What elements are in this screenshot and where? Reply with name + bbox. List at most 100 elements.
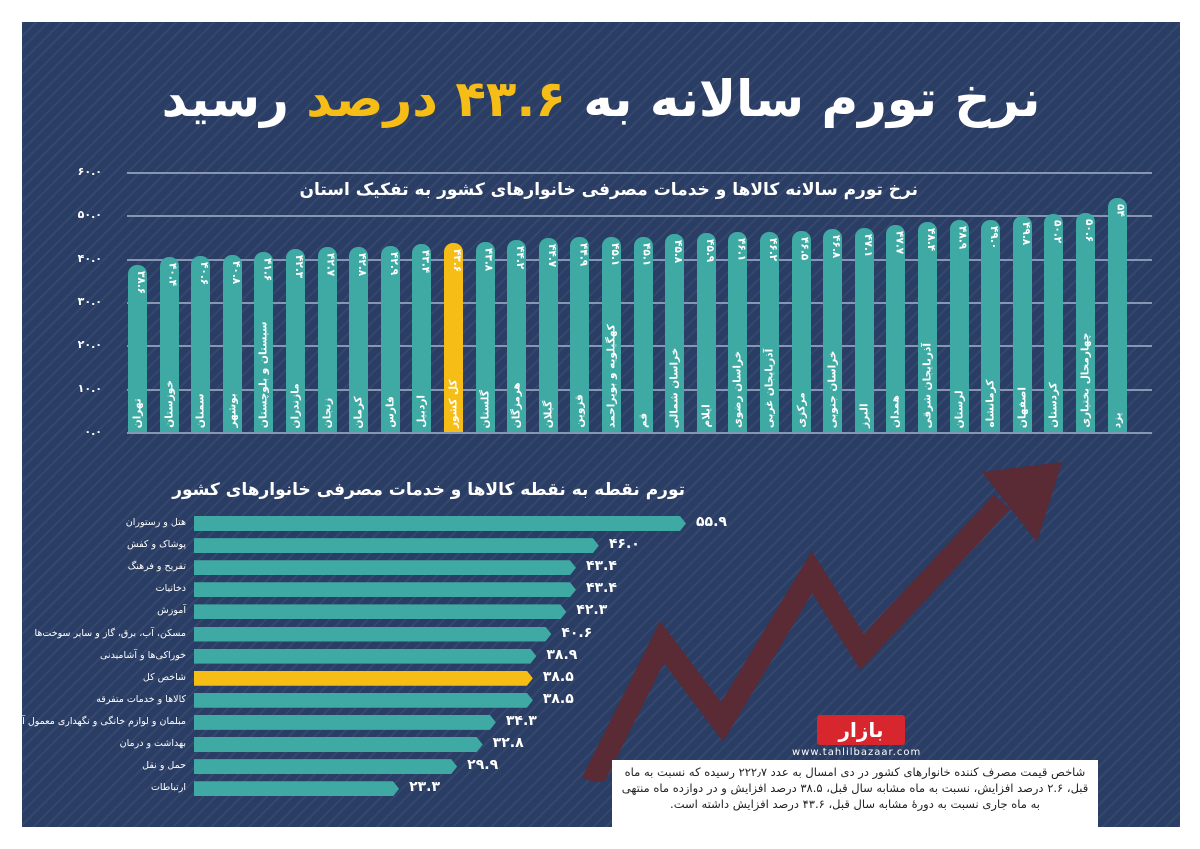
- top-chart-title: نرخ تورم سالانه کالاها و خدمات مصرفی خان…: [299, 180, 918, 200]
- hbar-category-label: مبلمان و لوازم خانگی و نگهداری معمول آنه…: [22, 715, 186, 727]
- gridline: [127, 432, 1152, 434]
- hbar-value-label: ۲۹.۹: [467, 757, 499, 774]
- bar-26: ۴۸.۹ لرستان: [949, 220, 969, 432]
- tahlilbazaar-logo: بازار: [817, 715, 905, 745]
- y-tick-label: ۶۰.۰: [77, 165, 102, 178]
- bar-16: ۴۵.۱ قم: [633, 236, 653, 432]
- infographic: نرخ تورم سالانه به ۴۳.۶ درصد رسید ۰.۰ ۱۰.…: [22, 22, 1180, 827]
- bar-value-label: ۴۵.۸: [672, 239, 685, 263]
- bar-value-label: ۴۸.۴: [925, 228, 937, 252]
- hbar-10: [194, 737, 483, 752]
- hbar-5: [194, 627, 551, 642]
- bar-25: ۴۸.۴ آذربایجان شرقی: [918, 222, 937, 432]
- bar-11: ۴۳.۸ گلستان: [475, 242, 495, 432]
- hbar-value-label: ۴۳.۴: [585, 558, 617, 575]
- hbar-3: [194, 582, 576, 597]
- bar-value-label: ۴۱.۶: [261, 257, 274, 281]
- bar-21: ۴۶.۵ مرکزی: [791, 230, 811, 432]
- bar-value-label: ۴۲.۹: [387, 252, 400, 276]
- hbar-1: [194, 538, 599, 553]
- bar-value-label: ۴۶.۲: [767, 237, 779, 262]
- bar-2: ۴۰.۶ سمنان: [191, 256, 211, 432]
- gridline: [127, 172, 1152, 174]
- bar-1: ۴۰.۴ خوزستان: [159, 256, 179, 432]
- bar-value-label: ۴۵.۱: [609, 242, 621, 266]
- bar-value-label: ۵۰.۲: [1051, 220, 1064, 244]
- hbar-value-label: ۲۳.۳: [409, 779, 441, 796]
- rising-arrow-illustration: [582, 462, 1062, 782]
- hbar-category-label: تفریح و فرهنگ: [127, 561, 186, 573]
- bar-3: ۴۰.۸ بوشهر: [222, 255, 242, 432]
- y-tick-label: ۴۰.۰: [77, 251, 102, 265]
- bar-value-label: ۴۹.۰: [988, 225, 1001, 249]
- hbar-11: [194, 759, 457, 774]
- main-title: نرخ تورم سالانه به ۴۳.۶ درصد رسید: [22, 70, 1180, 128]
- hbar-6: [194, 649, 536, 664]
- hbar-value-label: ۴۰.۶: [561, 624, 593, 641]
- point-inflation-chart: هتل و رستوران ۵۵.۹ پوشاک و کفش ۴۶.۰ تفریح و …: [22, 22, 1180, 827]
- hbar-value-label: ۳۸.۵: [542, 668, 574, 685]
- hbar-value-label: ۴۶.۰: [608, 536, 640, 553]
- title-highlight: ۴۳.۶ درصد: [306, 70, 567, 128]
- bar-15: ۴۵.۱ کهگیلویه و بویراحمد: [602, 236, 621, 432]
- bar-30: ۵۰.۶ چهارمحال بختیاری: [1076, 212, 1095, 432]
- y-tick-label: ۵۰.۰: [77, 208, 102, 222]
- bar-27: ۴۹.۰ کرمانشاه: [981, 219, 1001, 432]
- bar-value-label: ۴۴.۹: [577, 243, 590, 267]
- summary-note: شاخص قیمت مصرف کننده خانوارهای کشور در د…: [612, 760, 1098, 827]
- gridline: [127, 215, 1152, 218]
- bar-value-label: ۴۴.۷: [545, 244, 558, 268]
- hbar-9: [194, 715, 496, 730]
- bar-9: ۴۳.۴ اردبیل: [412, 243, 432, 432]
- hbar-8: [194, 693, 533, 708]
- hbar-category-label: شاخص کل: [142, 671, 186, 683]
- bar-value-label: ۴۶.۵: [798, 236, 811, 260]
- bar-value-label: ۳۸.۶: [135, 270, 147, 294]
- bottom-chart-title: تورم نقطه به نقطه کالاها و خدمات مصرفی خ…: [172, 480, 685, 500]
- bar-value-label: ۴۴.۲: [514, 246, 527, 270]
- y-tick-label: ۳۰.۰: [77, 295, 102, 308]
- bar-31: ۵۴ یزد: [1107, 198, 1127, 432]
- title-part1: نرخ تورم سالانه به: [583, 70, 1041, 128]
- hbar-2: [194, 560, 576, 575]
- bar-value-label: ۴۸.۹: [956, 226, 969, 250]
- bar-value-label: ۴۷.۱: [861, 233, 874, 258]
- hbar-category-label: ارتباطات: [150, 782, 186, 794]
- hbar-value-label: ۴۲.۳: [576, 602, 608, 619]
- bar-value-label: ۵۴: [1114, 204, 1127, 217]
- bar-value-label: ۴۵.۱: [640, 242, 653, 266]
- bar-8: ۴۲.۹ فارس: [380, 246, 400, 432]
- hbar-value-label: ۵۵.۹: [696, 514, 727, 530]
- bar-24: ۴۷.۷ همدان: [886, 225, 906, 432]
- hbar-12: [194, 781, 399, 796]
- bar-value-label: ۴۶.۸: [830, 235, 843, 259]
- bar-value-label: ۴۳.۶: [451, 249, 463, 273]
- hbar-category-label: هتل و رستوران: [125, 517, 186, 528]
- bar-value-label: ۴۹.۸: [1019, 222, 1032, 246]
- bar-22: ۴۶.۸ خراسان جنوبی: [823, 229, 843, 432]
- hbar-value-label: ۳۸.۵: [542, 690, 574, 707]
- bar-6: ۴۲.۷ زنجان: [317, 246, 337, 432]
- hbar-category-label: خوراکی‌ها و آشامیدنی: [100, 649, 186, 661]
- bar-value-label: ۴۰.۴: [166, 262, 179, 287]
- hbar-7: [194, 671, 533, 686]
- bar-10: ۴۳.۶ کل کشور: [444, 243, 463, 432]
- bar-14: ۴۴.۹ قزوین: [570, 237, 590, 432]
- bar-23: ۴۷.۱ البرز: [854, 227, 874, 432]
- bar-value-label: ۴۰.۸: [229, 261, 242, 285]
- y-tick-label: ۱۰.۰: [77, 381, 102, 395]
- bar-value-label: ۴۰.۶: [198, 262, 211, 286]
- bar-20: ۴۶.۲ آذربایجان غربی: [760, 231, 779, 432]
- hbar-category-label: آموزش: [157, 605, 186, 617]
- bar-value-label: ۴۲.۳: [293, 254, 305, 278]
- bar-7: ۴۲.۸ کرمان: [349, 246, 369, 432]
- site-url: www.tahlilbazaar.com: [792, 747, 922, 758]
- y-tick-label: ۰.۰: [84, 425, 102, 438]
- bar-0: ۳۸.۶ تهران: [128, 264, 147, 432]
- bar-12: ۴۴.۲ هرمزگان: [507, 240, 527, 432]
- bar-value-label: ۴۲.۸: [356, 252, 369, 276]
- bar-value-label: ۴۳.۴: [419, 249, 432, 274]
- bar-28: ۴۹.۸ اصفهان: [1012, 216, 1032, 432]
- bar-19: ۴۶.۱ خراسان رضوی: [728, 232, 748, 432]
- bar-13: ۴۴.۷ گیلان: [538, 238, 558, 432]
